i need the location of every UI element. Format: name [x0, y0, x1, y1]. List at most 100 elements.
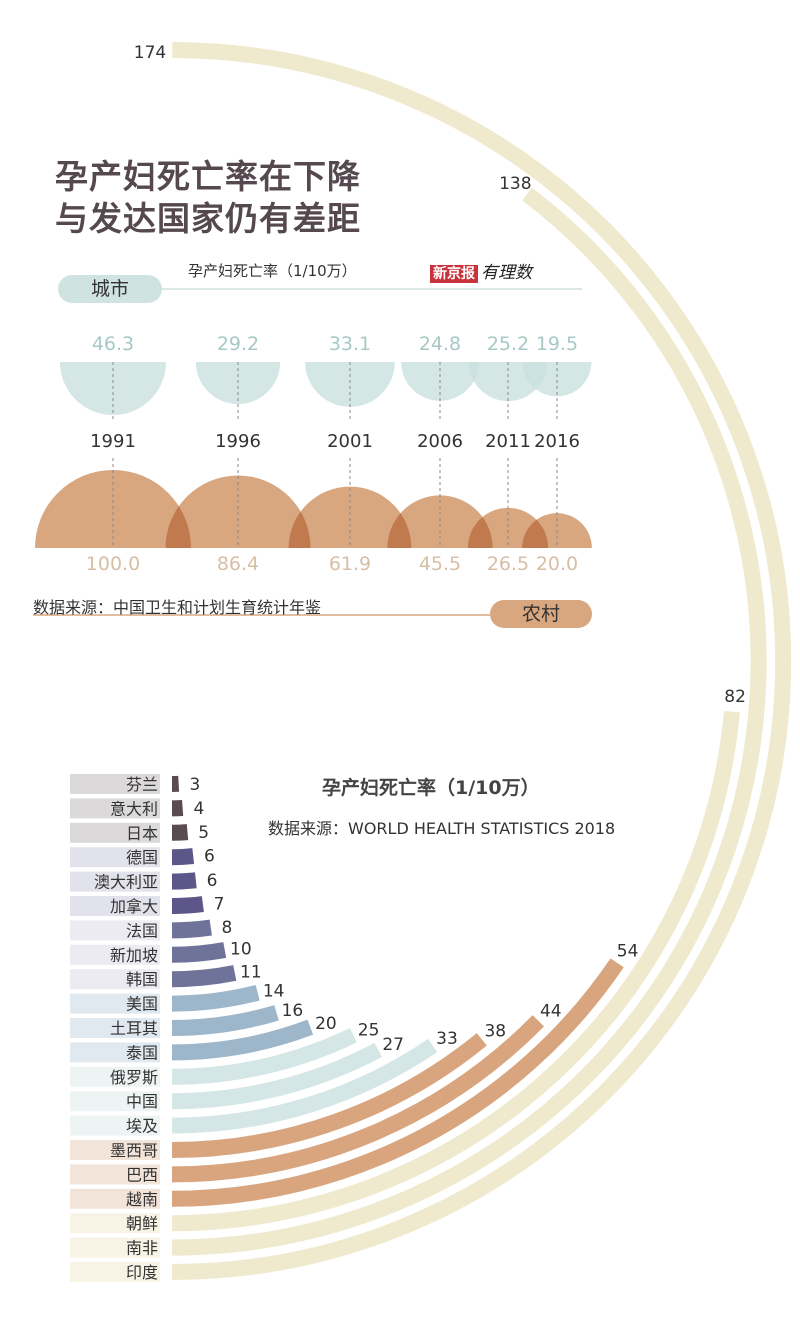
- logo-newspaper: 新京报: [430, 265, 478, 283]
- country-label: 南非: [126, 1239, 158, 1258]
- value-label: 6: [207, 871, 218, 891]
- country-label: 澳大利亚: [94, 873, 158, 892]
- year-label: 2016: [534, 431, 580, 452]
- urban-value: 24.8: [419, 333, 461, 355]
- value-label: 3: [189, 775, 200, 795]
- rural-value: 100.0: [86, 553, 140, 575]
- rural-label: 农村: [490, 600, 592, 628]
- value-label: 25: [358, 1021, 380, 1041]
- urban-value: 29.2: [217, 333, 259, 355]
- country-label: 新加坡: [110, 946, 158, 965]
- country-label: 巴西: [126, 1165, 158, 1184]
- bar-新加坡: [171, 942, 227, 963]
- country-label-bg: [70, 1213, 160, 1234]
- title-line-2: 与发达国家仍有差距: [55, 199, 361, 238]
- urban-bubble-2001: [305, 362, 395, 407]
- value-label: 38: [484, 1022, 506, 1042]
- country-label-bg: [70, 774, 160, 794]
- urban-value: 19.5: [536, 333, 578, 355]
- year-label: 1996: [215, 431, 261, 452]
- year-label: 2001: [327, 431, 373, 452]
- country-label-bg: [70, 920, 160, 941]
- value-label: 14: [263, 981, 285, 1001]
- value-label: 20: [315, 1014, 337, 1034]
- country-label: 印度: [126, 1263, 158, 1282]
- country-label-bg: [70, 896, 160, 916]
- value-label: 11: [240, 962, 262, 982]
- country-label-bg: [70, 1262, 160, 1282]
- value-label: 82: [724, 687, 746, 707]
- country-label: 土耳其: [110, 1019, 158, 1038]
- value-label: 138: [499, 174, 531, 194]
- country-label: 法国: [126, 921, 158, 940]
- value-label: 10: [230, 940, 252, 960]
- bar-泰国: [171, 1019, 314, 1061]
- value-label: 6: [204, 847, 215, 867]
- urban-bubble-1996: [195, 362, 281, 405]
- urban-value: 33.1: [329, 333, 371, 355]
- value-label: 174: [134, 43, 166, 63]
- country-label: 中国: [126, 1092, 158, 1111]
- bar-德国: [171, 848, 195, 866]
- country-label-bg: [70, 969, 160, 990]
- bar-韩国: [171, 965, 237, 988]
- country-label-bg: [70, 822, 160, 843]
- country-label-bg: [70, 1164, 160, 1185]
- urban-label: 城市: [58, 275, 162, 303]
- rural-value: 20.0: [536, 553, 578, 575]
- bar-墨西哥: [171, 1033, 487, 1158]
- rural-bubble-1996: [165, 475, 311, 548]
- country-label-bg: [70, 1188, 160, 1209]
- country-label: 日本: [126, 824, 158, 843]
- country-label: 芬兰: [126, 775, 158, 794]
- bar-印度: [171, 42, 791, 1280]
- value-label: 44: [540, 1002, 562, 1022]
- value-label: 16: [282, 1001, 304, 1021]
- bar-埃及: [171, 1038, 438, 1134]
- country-label: 墨西哥: [110, 1141, 158, 1160]
- country-label-bg: [70, 871, 160, 892]
- country-label-bg: [70, 847, 160, 868]
- bar-朝鲜: [171, 710, 740, 1232]
- country-label-bg: [70, 1018, 160, 1038]
- rural-bubble-2001: [288, 486, 412, 548]
- value-label: 7: [214, 894, 225, 914]
- bar-土耳其: [171, 1005, 279, 1036]
- year-label: 2006: [417, 431, 463, 452]
- country-label-bg: [70, 1115, 160, 1136]
- bar-加拿大: [171, 896, 204, 914]
- country-label-bg: [70, 798, 160, 819]
- china-chart-subtitle: 孕产妇死亡率（1/10万）: [188, 262, 357, 280]
- country-label: 泰国: [126, 1043, 158, 1062]
- value-label: 4: [193, 799, 204, 819]
- country-label: 德国: [126, 848, 158, 867]
- bar-俄罗斯: [171, 1027, 357, 1085]
- page-title: 孕产妇死亡率在下降 与发达国家仍有差距: [55, 156, 361, 240]
- country-label: 朝鲜: [126, 1214, 158, 1233]
- bar-法国: [171, 919, 212, 939]
- value-label: 33: [436, 1029, 458, 1049]
- value-label: 8: [222, 918, 233, 938]
- bar-越南: [171, 958, 624, 1207]
- country-label-bg: [70, 1066, 160, 1087]
- country-label: 越南: [126, 1190, 158, 1209]
- value-label: 54: [617, 942, 639, 962]
- country-label-bg: [70, 1140, 160, 1160]
- value-label: 5: [198, 823, 209, 843]
- value-label: 27: [382, 1035, 404, 1055]
- bar-中国: [171, 1042, 382, 1110]
- country-label: 加拿大: [110, 897, 158, 916]
- bar-巴西: [171, 1015, 544, 1183]
- bar-澳大利亚: [171, 872, 197, 890]
- country-label: 韩国: [126, 970, 158, 989]
- rural-value: 86.4: [217, 553, 259, 575]
- title-line-1: 孕产妇死亡率在下降: [55, 157, 361, 196]
- country-label: 美国: [126, 995, 158, 1014]
- newspaper-logo: 新京报 有理数: [430, 258, 532, 283]
- rural-value: 45.5: [419, 553, 461, 575]
- year-label: 1991: [90, 431, 136, 452]
- urban-bubble-2016: [522, 362, 592, 397]
- logo-column: 有理数: [481, 263, 532, 283]
- country-label: 俄罗斯: [110, 1068, 158, 1087]
